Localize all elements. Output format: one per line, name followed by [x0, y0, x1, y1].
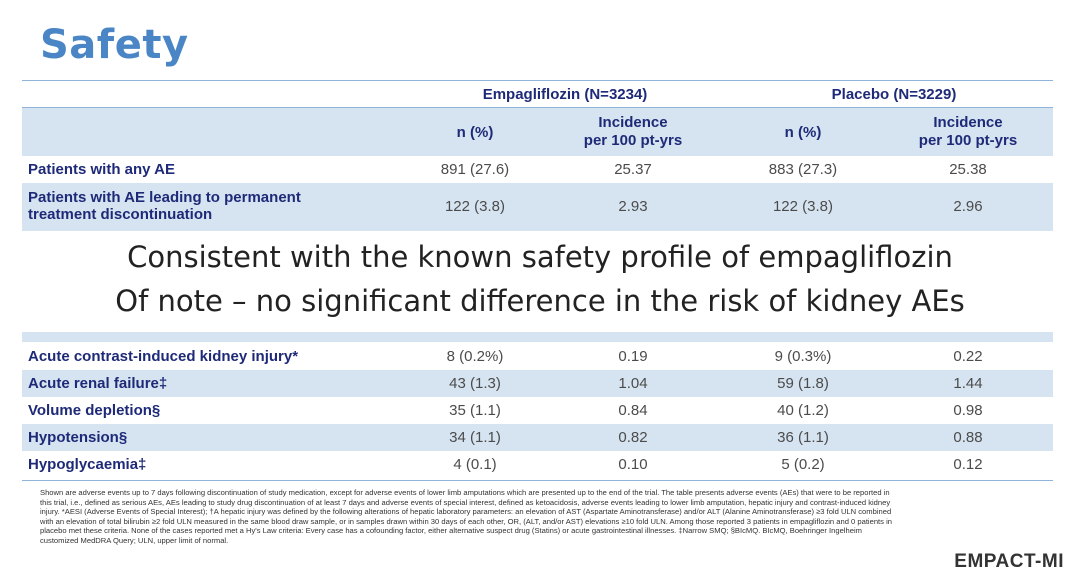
message-overlay: Consistent with the known safety profile…	[0, 232, 1080, 332]
row-label: Patients with any AE	[28, 161, 175, 178]
row-label: Hypotension§	[28, 429, 128, 446]
empa-n-cell: 8 (0.2%)	[446, 348, 504, 365]
empa-incidence-cell: 0.84	[618, 402, 648, 419]
table-row: Acute renal failure‡ 43 (1.3) 1.04 59 (1…	[22, 370, 1053, 397]
empa-n-cell: 34 (1.1)	[449, 429, 501, 446]
table-top-rule	[22, 80, 1053, 81]
incidence-line1: Incidence	[598, 114, 668, 131]
placebo-incidence-cell: 0.88	[953, 429, 983, 446]
empa-incidence-cell: 1.04	[618, 375, 648, 392]
empa-incidence-cell: 25.37	[614, 161, 652, 178]
empa-n-cell: 35 (1.1)	[449, 402, 501, 419]
empa-n-cell: 122 (3.8)	[444, 198, 506, 215]
placebo-incidence-cell: 2.96	[953, 198, 983, 215]
group-header-placebo: Placebo (N=3229)	[831, 86, 957, 103]
placebo-n-cell: 883 (27.3)	[768, 161, 838, 178]
placebo-n-cell: 122 (3.8)	[772, 198, 834, 215]
table-row: Volume depletion§ 35 (1.1) 0.84 40 (1.2)…	[22, 397, 1053, 424]
row-label: Hypoglycaemia‡	[28, 456, 147, 473]
table-row: Patients with AE leading to permanent tr…	[22, 183, 1053, 231]
placebo-n-cell: 59 (1.8)	[777, 375, 829, 392]
group-header-empagliflozin: Empagliflozin (N=3234)	[482, 86, 648, 103]
empa-incidence-cell: 0.82	[618, 429, 648, 446]
message-line-2: Of note – no significant difference in t…	[115, 284, 965, 318]
placebo-incidence-cell: 0.22	[953, 348, 983, 365]
empa-incidence-cell: 0.10	[618, 456, 648, 473]
empa-n-cell: 891 (27.6)	[440, 161, 510, 178]
incidence-line2: per 100 pt-yrs	[918, 132, 1018, 149]
row-label-line2: treatment discontinuation	[28, 206, 213, 223]
row-label: Patients with AE leading to permanent tr…	[28, 189, 301, 223]
placebo-incidence-cell: 0.98	[953, 402, 983, 419]
table-row: Acute contrast-induced kidney injury* 8 …	[22, 343, 1053, 370]
col-header-placebo-incidence: Incidence per 100 pt-yrs	[893, 114, 1043, 150]
brand-logo-text: EMPACT-MI	[954, 551, 1064, 572]
empa-n-cell: 43 (1.3)	[449, 375, 501, 392]
row-label: Acute renal failure‡	[28, 375, 168, 392]
placebo-n-cell: 5 (0.2)	[781, 456, 825, 473]
table-row: Hypoglycaemia‡ 4 (0.1) 0.10 5 (0.2) 0.12	[22, 451, 1053, 479]
row-label: Volume depletion§	[28, 402, 161, 419]
footnote-text: Shown are adverse events up to 7 days fo…	[40, 488, 892, 545]
empa-incidence-cell: 0.19	[618, 348, 648, 365]
row-label: Acute contrast-induced kidney injury*	[28, 348, 299, 365]
col-header-empa-incidence: Incidence per 100 pt-yrs	[558, 114, 708, 150]
empa-incidence-cell: 2.93	[618, 198, 648, 215]
table-row: Patients with any AE 891 (27.6) 25.37 88…	[22, 157, 1053, 182]
row-label-line1: Patients with AE leading to permanent	[28, 189, 301, 206]
message-line-1: Consistent with the known safety profile…	[127, 240, 953, 274]
incidence-line1: Incidence	[933, 114, 1003, 131]
placebo-n-cell: 9 (0.3%)	[774, 348, 832, 365]
empa-n-cell: 4 (0.1)	[453, 456, 497, 473]
table-row: Hypotension§ 34 (1.1) 0.82 36 (1.1) 0.88	[22, 424, 1053, 451]
table-bottom-rule	[22, 480, 1053, 481]
placebo-n-cell: 40 (1.2)	[777, 402, 829, 419]
column-header-band	[22, 108, 1053, 156]
incidence-line2: per 100 pt-yrs	[583, 132, 683, 149]
slide-title: Safety	[40, 22, 189, 68]
placebo-n-cell: 36 (1.1)	[777, 429, 829, 446]
group-header-rule	[22, 107, 1053, 108]
col-header-empa-n: n (%)	[456, 124, 494, 141]
col-header-placebo-n: n (%)	[784, 124, 822, 141]
placebo-incidence-cell: 25.38	[949, 161, 987, 178]
placebo-incidence-cell: 1.44	[953, 375, 983, 392]
placebo-incidence-cell: 0.12	[953, 456, 983, 473]
